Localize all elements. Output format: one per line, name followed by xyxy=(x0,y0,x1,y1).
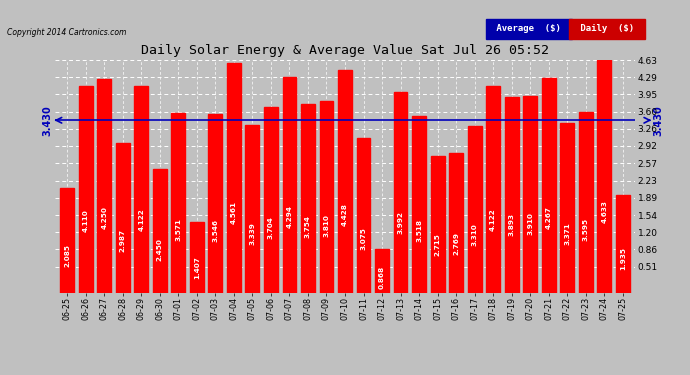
Text: 2.085: 2.085 xyxy=(64,244,70,267)
Text: 3.546: 3.546 xyxy=(213,219,218,242)
Bar xyxy=(357,138,371,292)
Text: 4.267: 4.267 xyxy=(546,206,552,229)
Bar xyxy=(523,96,537,292)
Text: 2.715: 2.715 xyxy=(435,233,441,256)
Text: 3.339: 3.339 xyxy=(249,222,255,245)
Text: 3.518: 3.518 xyxy=(416,219,422,242)
Bar xyxy=(319,101,333,292)
Text: 3.992: 3.992 xyxy=(397,211,404,234)
Text: 3.430: 3.430 xyxy=(43,105,53,136)
Bar xyxy=(449,153,463,292)
Text: 3.310: 3.310 xyxy=(472,223,477,246)
Text: 3.571: 3.571 xyxy=(175,218,181,241)
Bar xyxy=(79,86,92,292)
Bar xyxy=(486,86,500,292)
Bar xyxy=(338,70,352,292)
Text: 3.075: 3.075 xyxy=(360,227,366,250)
Text: 3.430: 3.430 xyxy=(653,105,663,136)
Bar xyxy=(97,79,111,292)
Text: 3.893: 3.893 xyxy=(509,213,515,236)
Text: 4.122: 4.122 xyxy=(138,209,144,231)
Bar xyxy=(264,106,278,292)
Bar xyxy=(208,114,222,292)
Bar xyxy=(171,113,186,292)
Bar xyxy=(190,222,204,292)
Text: 4.561: 4.561 xyxy=(231,201,237,224)
Bar xyxy=(542,78,555,292)
Bar xyxy=(116,142,130,292)
Text: Daily  (\$): Daily (\$) xyxy=(575,24,639,33)
Bar xyxy=(135,86,148,292)
Text: 4.250: 4.250 xyxy=(101,206,107,229)
Bar xyxy=(412,116,426,292)
Text: 2.450: 2.450 xyxy=(157,238,163,261)
Bar xyxy=(615,195,630,292)
Bar xyxy=(560,123,574,292)
Bar xyxy=(60,188,75,292)
Bar xyxy=(301,104,315,292)
Bar xyxy=(246,125,259,292)
Bar xyxy=(227,63,241,292)
Text: 2.987: 2.987 xyxy=(120,228,126,252)
Bar xyxy=(393,92,408,292)
Text: 1.407: 1.407 xyxy=(194,256,200,279)
Bar xyxy=(282,77,297,292)
Bar xyxy=(375,249,389,292)
Text: 4.428: 4.428 xyxy=(342,203,348,226)
Title: Daily Solar Energy & Average Value Sat Jul 26 05:52: Daily Solar Energy & Average Value Sat J… xyxy=(141,45,549,57)
Text: 3.371: 3.371 xyxy=(564,222,570,245)
Text: 4.633: 4.633 xyxy=(601,200,607,222)
Bar xyxy=(598,60,611,292)
Text: 1.935: 1.935 xyxy=(620,247,626,270)
Bar xyxy=(504,97,519,292)
Bar xyxy=(153,170,167,292)
Bar xyxy=(579,112,593,292)
Bar xyxy=(431,156,444,292)
Text: 4.110: 4.110 xyxy=(83,209,89,232)
Text: 2.769: 2.769 xyxy=(453,232,459,255)
Text: 3.910: 3.910 xyxy=(527,212,533,235)
Text: 4.294: 4.294 xyxy=(286,206,293,228)
Text: 3.704: 3.704 xyxy=(268,216,274,239)
Text: Copyright 2014 Cartronics.com: Copyright 2014 Cartronics.com xyxy=(7,28,126,37)
Text: Average  (\$): Average (\$) xyxy=(491,24,566,33)
Bar xyxy=(468,126,482,292)
Text: 0.868: 0.868 xyxy=(379,266,385,289)
Text: 3.754: 3.754 xyxy=(305,215,311,238)
Text: 3.810: 3.810 xyxy=(324,214,330,237)
Text: 4.122: 4.122 xyxy=(490,209,496,231)
Text: 3.595: 3.595 xyxy=(583,218,589,241)
